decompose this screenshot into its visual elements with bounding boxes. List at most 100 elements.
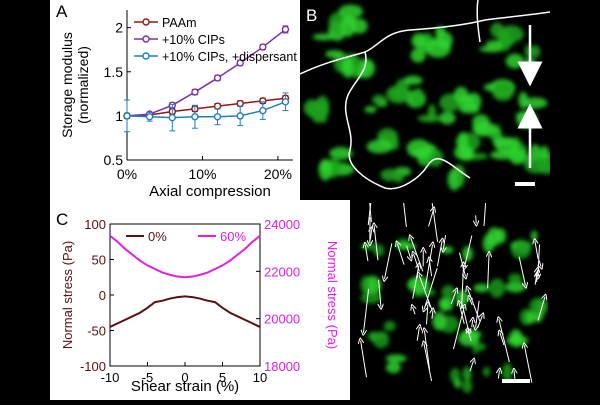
cell-blob: [413, 88, 424, 106]
y-axis-label-line: (normalized): [75, 46, 91, 124]
panel-label-b: B: [306, 6, 317, 26]
displacement-arrow-icon: [361, 341, 367, 378]
scale-bar: [502, 379, 530, 383]
cell-blob: [360, 243, 377, 250]
data-point: [147, 114, 153, 120]
micrograph-d: [352, 203, 548, 400]
cell-blob: [474, 284, 489, 293]
cell-blob: [483, 367, 490, 377]
data-point: [282, 99, 288, 105]
data-point: [260, 108, 266, 114]
cell-blob: [381, 169, 399, 181]
cell-blob: [367, 140, 393, 153]
cell-blob: [515, 241, 531, 254]
data-point: [124, 113, 130, 119]
cell-blob: [432, 312, 446, 331]
cell-clusters: [360, 227, 548, 393]
y-tick-label-right: 18000: [264, 359, 300, 374]
y-tick-label: -100: [80, 359, 106, 374]
cell-blob: [457, 132, 468, 150]
plot-frame: [110, 224, 260, 366]
x-axis-label: Axial compression: [149, 183, 271, 200]
panel-b-micrograph: B: [300, 0, 550, 196]
cell-blob: [492, 82, 514, 101]
cell-clusters: [304, 5, 550, 191]
displacement-arrow-icon: [429, 209, 434, 226]
cell-blob: [384, 321, 396, 331]
cell-blob: [463, 366, 472, 381]
x-tick-label: 20%: [264, 166, 292, 182]
y-axis-label: Storage modulus(normalized): [59, 32, 91, 138]
cell-blob: [529, 298, 548, 315]
data-point: [215, 103, 221, 109]
displacement-arrow-icon: [411, 237, 423, 271]
cell-blob: [429, 149, 444, 167]
panel-label-a: A: [56, 2, 67, 22]
panel-label-c: C: [56, 210, 68, 230]
cell-blob: [506, 54, 524, 69]
cell-blob: [366, 333, 386, 339]
cell-blob: [386, 362, 401, 373]
cell-blob: [365, 106, 377, 113]
cell-blob: [490, 22, 504, 37]
displacement-arrow-icon: [385, 243, 392, 278]
cell-blob: [454, 379, 461, 388]
data-point: [237, 101, 243, 107]
panel-d-micrograph: D: [352, 203, 548, 400]
displacement-arrow-icon: [539, 260, 541, 266]
series-line: [110, 296, 260, 327]
cell-blob: [442, 285, 455, 299]
y-tick-label: 1.5: [104, 64, 124, 80]
y-tick-label: -50: [87, 324, 106, 339]
legend-label: PAAm: [162, 16, 197, 30]
displacement-arrow-icon: [432, 203, 438, 242]
displacement-arrow-icon: [427, 305, 428, 325]
cell-blob: [454, 87, 469, 103]
displacement-arrow-icon: [498, 371, 499, 379]
cell-blob: [472, 114, 489, 130]
displacement-arrow-icon: [432, 311, 433, 319]
displacement-arrow-icon: [484, 203, 487, 226]
cell-blob: [412, 33, 427, 48]
legend-marker: [143, 53, 149, 59]
cell-blob: [508, 273, 522, 283]
cell-blob: [342, 58, 354, 78]
data-point: [192, 89, 198, 95]
y-tick-label: 0.5: [104, 152, 124, 168]
cell-blob: [486, 40, 502, 48]
displacement-arrow-icon: [476, 215, 477, 223]
cell-blob: [418, 115, 442, 123]
cell-blob: [477, 343, 486, 351]
cell-blob: [404, 76, 423, 85]
x-tick-label: 10%: [188, 166, 216, 182]
cell-blob: [531, 45, 540, 57]
y-tick-label: 2: [115, 20, 123, 36]
cell-blob: [304, 99, 320, 116]
data-point: [192, 114, 198, 120]
legend-label: 0%: [148, 229, 167, 244]
cell-blob: [518, 92, 527, 109]
displacement-arrow-icon: [413, 307, 415, 314]
cell-blob: [459, 104, 480, 113]
displacement-arrow-icon: [401, 203, 406, 227]
legend-marker: [143, 19, 149, 25]
x-axis-label: Shear strain (%): [131, 378, 239, 395]
legend-label: +10% CIPs, +dispersant: [162, 50, 297, 64]
cell-blob: [516, 111, 537, 129]
y-tick-label: 1: [115, 108, 123, 124]
legend-label: +10% CIPs: [162, 33, 225, 47]
y-axis-label-line: Storage modulus: [59, 32, 75, 138]
displacement-arrow-icon: [524, 345, 532, 382]
micrograph-b: [300, 0, 550, 196]
cell-blob: [539, 146, 549, 160]
data-point: [169, 115, 175, 121]
displacement-arrow-icon: [370, 229, 371, 239]
scale-bar: [515, 182, 535, 186]
displacement-arrow-icon: [535, 241, 538, 258]
cell-blob: [411, 48, 426, 62]
cell-blob: [372, 95, 386, 105]
